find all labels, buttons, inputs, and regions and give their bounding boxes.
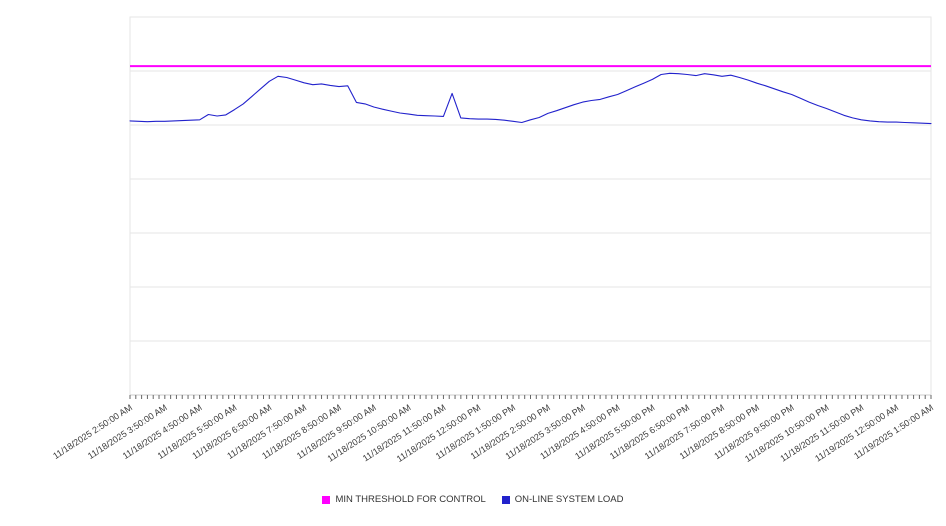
legend-item-min-threshold[interactable]: MIN THRESHOLD FOR CONTROL — [322, 494, 486, 505]
chart-legend: MIN THRESHOLD FOR CONTROL ON-LINE SYSTEM… — [0, 494, 946, 505]
online-system-load-legend-label: ON-LINE SYSTEM LOAD — [514, 494, 624, 505]
legend-item-online-system-load[interactable]: ON-LINE SYSTEM LOAD — [501, 494, 624, 505]
min-threshold-legend-swatch — [322, 495, 331, 504]
online-system-load-line — [129, 72, 932, 125]
plot-border — [129, 16, 932, 396]
min-threshold-legend-label: MIN THRESHOLD FOR CONTROL — [335, 494, 486, 505]
online-system-load-legend-swatch — [501, 495, 510, 504]
